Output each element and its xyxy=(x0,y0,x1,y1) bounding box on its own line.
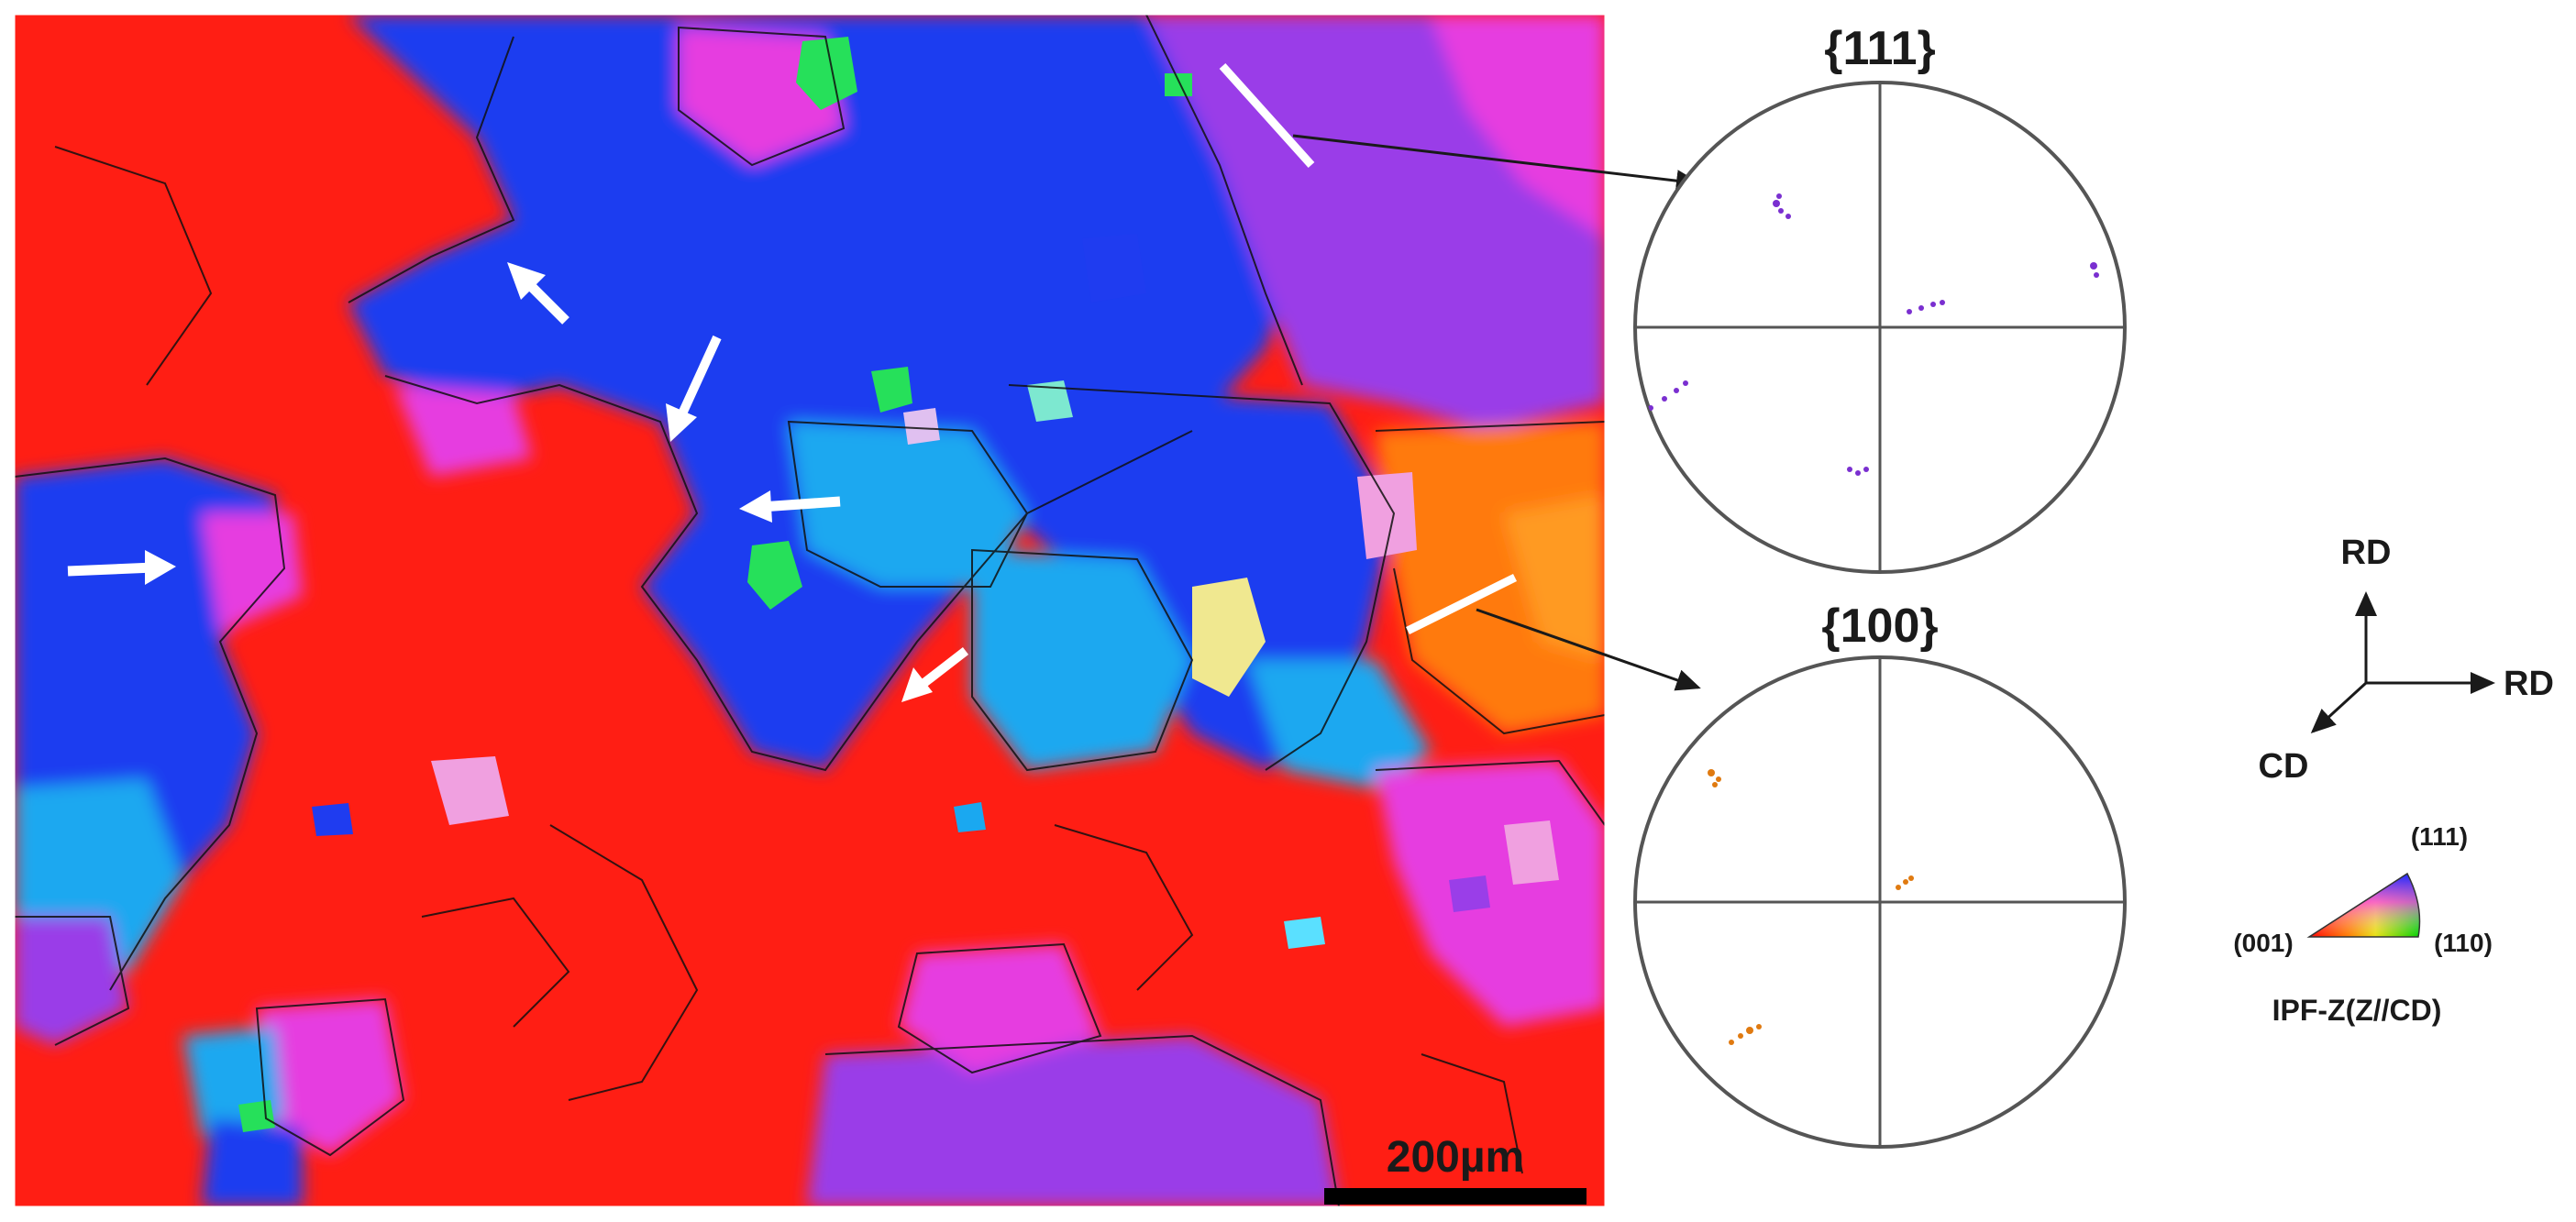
pole-point xyxy=(1738,1033,1743,1039)
pole-point xyxy=(1708,769,1715,776)
grain-violet xyxy=(1449,875,1490,912)
grain-orange xyxy=(1504,495,1605,660)
grain-blue xyxy=(312,803,353,836)
pole-point xyxy=(1729,1040,1734,1045)
pole-point xyxy=(1712,782,1718,787)
pole-figure-title: {111} xyxy=(1824,22,1936,75)
selected-grain-line-111 xyxy=(1219,62,1315,169)
pole-point xyxy=(1930,302,1936,307)
grain-pink xyxy=(1357,472,1417,559)
pole-point xyxy=(1918,305,1924,311)
grain-cyan xyxy=(1247,660,1431,788)
pole-point xyxy=(1746,1027,1753,1034)
scale-bar-label: 200µm xyxy=(1387,1133,1524,1182)
pole-figure-title: {100} xyxy=(1821,600,1938,653)
ipf-corner-001: (001) xyxy=(2233,929,2293,957)
pole-point xyxy=(1778,208,1784,214)
pole-point xyxy=(1756,1024,1762,1029)
white-arrow xyxy=(67,550,176,585)
pole-point xyxy=(1786,214,1791,219)
pole-point xyxy=(1896,885,1901,890)
grain-orange xyxy=(1376,422,1605,733)
map-frame xyxy=(14,14,1606,1207)
ipf-triangle-outline xyxy=(2306,872,2421,938)
axis-label-vertical: RD xyxy=(2341,534,2392,572)
grain-regions xyxy=(15,15,1605,1206)
pole-point xyxy=(1773,200,1780,207)
pole-point xyxy=(1662,396,1667,402)
pole-figure-111: {111} xyxy=(1633,22,2127,574)
white-arrow xyxy=(507,262,569,325)
axis-diagonal-line xyxy=(2310,681,2368,734)
grain-green xyxy=(747,541,802,610)
grain-cyan xyxy=(789,422,1027,587)
grain-yellow xyxy=(1192,578,1266,697)
grain-green xyxy=(796,37,857,110)
grain-pink xyxy=(903,408,940,445)
ipf-corner-111: (111) xyxy=(2411,822,2468,851)
pole-point xyxy=(1903,879,1908,885)
ebsd-map: 200µm xyxy=(15,15,1605,1206)
white-arrow xyxy=(901,647,969,702)
selected-grain-line-100 xyxy=(1406,573,1517,635)
pole-points xyxy=(1648,193,2099,476)
grain-green xyxy=(238,1100,275,1132)
grain-cyan xyxy=(954,802,986,832)
pole-point xyxy=(1863,467,1869,472)
pole-point xyxy=(1683,380,1688,386)
pole-point xyxy=(1648,405,1653,411)
grain-blue xyxy=(348,15,1302,770)
grain-magenta xyxy=(394,385,532,477)
leader-arrow-100 xyxy=(1476,608,1701,691)
pole-point xyxy=(1907,309,1912,314)
grain-magenta xyxy=(899,944,1100,1073)
grain-blue xyxy=(1082,234,1146,303)
small-grains xyxy=(238,37,1559,1132)
white-arrow xyxy=(666,335,722,442)
grain-cyan xyxy=(972,550,1192,770)
grain-violet xyxy=(15,917,128,1045)
pole-point xyxy=(1716,776,1721,782)
grain-blue xyxy=(202,1118,303,1206)
grain-magenta xyxy=(1431,15,1605,238)
boundary-marker-arrows xyxy=(67,262,969,702)
grain-cyan xyxy=(1027,380,1073,422)
axis-label-diagonal: CD xyxy=(2259,747,2309,786)
ipf-key-title: IPF-Z(Z//CD) xyxy=(2272,994,2442,1027)
pole-point xyxy=(1847,467,1852,472)
pole-point xyxy=(2090,262,2097,270)
reference-axes: RD RD CD xyxy=(2259,534,2554,786)
grain-cyan xyxy=(1284,917,1325,949)
pole-point xyxy=(1855,470,1861,476)
white-arrow xyxy=(739,490,841,523)
ipf-color-key: (111) (001) (110) IPF-Z(Z//CD) xyxy=(2233,822,2493,1027)
scale-bar xyxy=(1324,1188,1587,1205)
grain-boundaries xyxy=(15,15,1605,1206)
grain-green xyxy=(1165,73,1192,96)
axis-label-horizontal: RD xyxy=(2504,665,2554,703)
ipf-triangle-overlay xyxy=(2309,874,2420,937)
pole-point xyxy=(2094,272,2099,278)
grain-magenta xyxy=(202,513,303,633)
grain-pink xyxy=(431,756,509,825)
leader-arrow-111 xyxy=(1292,134,1701,193)
pole-points xyxy=(1708,769,1914,1045)
pole-point xyxy=(1776,193,1782,199)
grain-violet xyxy=(807,1036,1339,1206)
pole-point xyxy=(1908,875,1914,881)
grain-green xyxy=(871,367,912,413)
grain-magenta xyxy=(257,999,404,1155)
ipf-corner-110: (110) xyxy=(2434,929,2493,957)
grain-pink xyxy=(1504,820,1559,885)
pole-figure-100: {100} xyxy=(1633,600,2127,1149)
pole-point xyxy=(1674,388,1679,393)
pole-point xyxy=(1940,300,1945,305)
